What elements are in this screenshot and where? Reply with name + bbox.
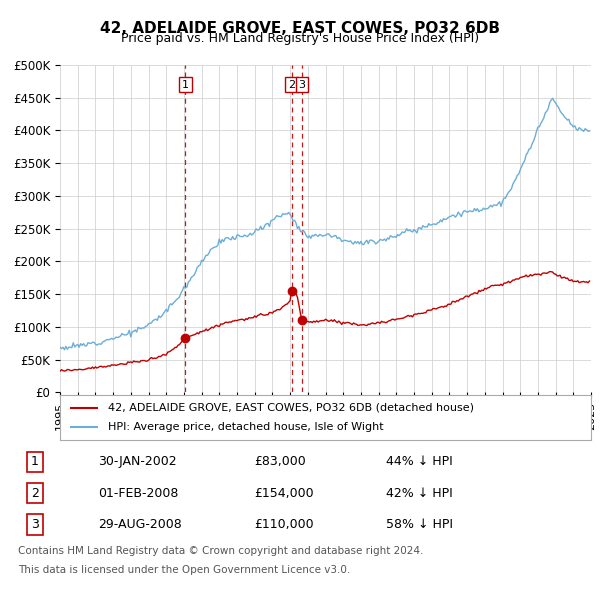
Text: 01-FEB-2008: 01-FEB-2008 bbox=[98, 487, 179, 500]
Text: Contains HM Land Registry data © Crown copyright and database right 2024.: Contains HM Land Registry data © Crown c… bbox=[18, 546, 424, 556]
Text: 42, ADELAIDE GROVE, EAST COWES, PO32 6DB (detached house): 42, ADELAIDE GROVE, EAST COWES, PO32 6DB… bbox=[108, 403, 474, 412]
Text: 1: 1 bbox=[182, 80, 189, 90]
Text: This data is licensed under the Open Government Licence v3.0.: This data is licensed under the Open Gov… bbox=[18, 565, 350, 575]
Text: £110,000: £110,000 bbox=[254, 518, 314, 531]
Text: 2: 2 bbox=[288, 80, 295, 90]
Text: £83,000: £83,000 bbox=[254, 455, 305, 468]
Text: £154,000: £154,000 bbox=[254, 487, 314, 500]
Text: 3: 3 bbox=[298, 80, 305, 90]
Text: HPI: Average price, detached house, Isle of Wight: HPI: Average price, detached house, Isle… bbox=[108, 422, 383, 432]
Text: 2: 2 bbox=[31, 487, 39, 500]
Text: 1: 1 bbox=[31, 455, 39, 468]
Text: 42% ↓ HPI: 42% ↓ HPI bbox=[386, 487, 453, 500]
Text: 30-JAN-2002: 30-JAN-2002 bbox=[98, 455, 177, 468]
Text: 29-AUG-2008: 29-AUG-2008 bbox=[98, 518, 182, 531]
Text: Price paid vs. HM Land Registry's House Price Index (HPI): Price paid vs. HM Land Registry's House … bbox=[121, 32, 479, 45]
Text: 3: 3 bbox=[31, 518, 39, 531]
Text: 44% ↓ HPI: 44% ↓ HPI bbox=[386, 455, 453, 468]
Text: 58% ↓ HPI: 58% ↓ HPI bbox=[386, 518, 454, 531]
Text: 42, ADELAIDE GROVE, EAST COWES, PO32 6DB: 42, ADELAIDE GROVE, EAST COWES, PO32 6DB bbox=[100, 21, 500, 35]
